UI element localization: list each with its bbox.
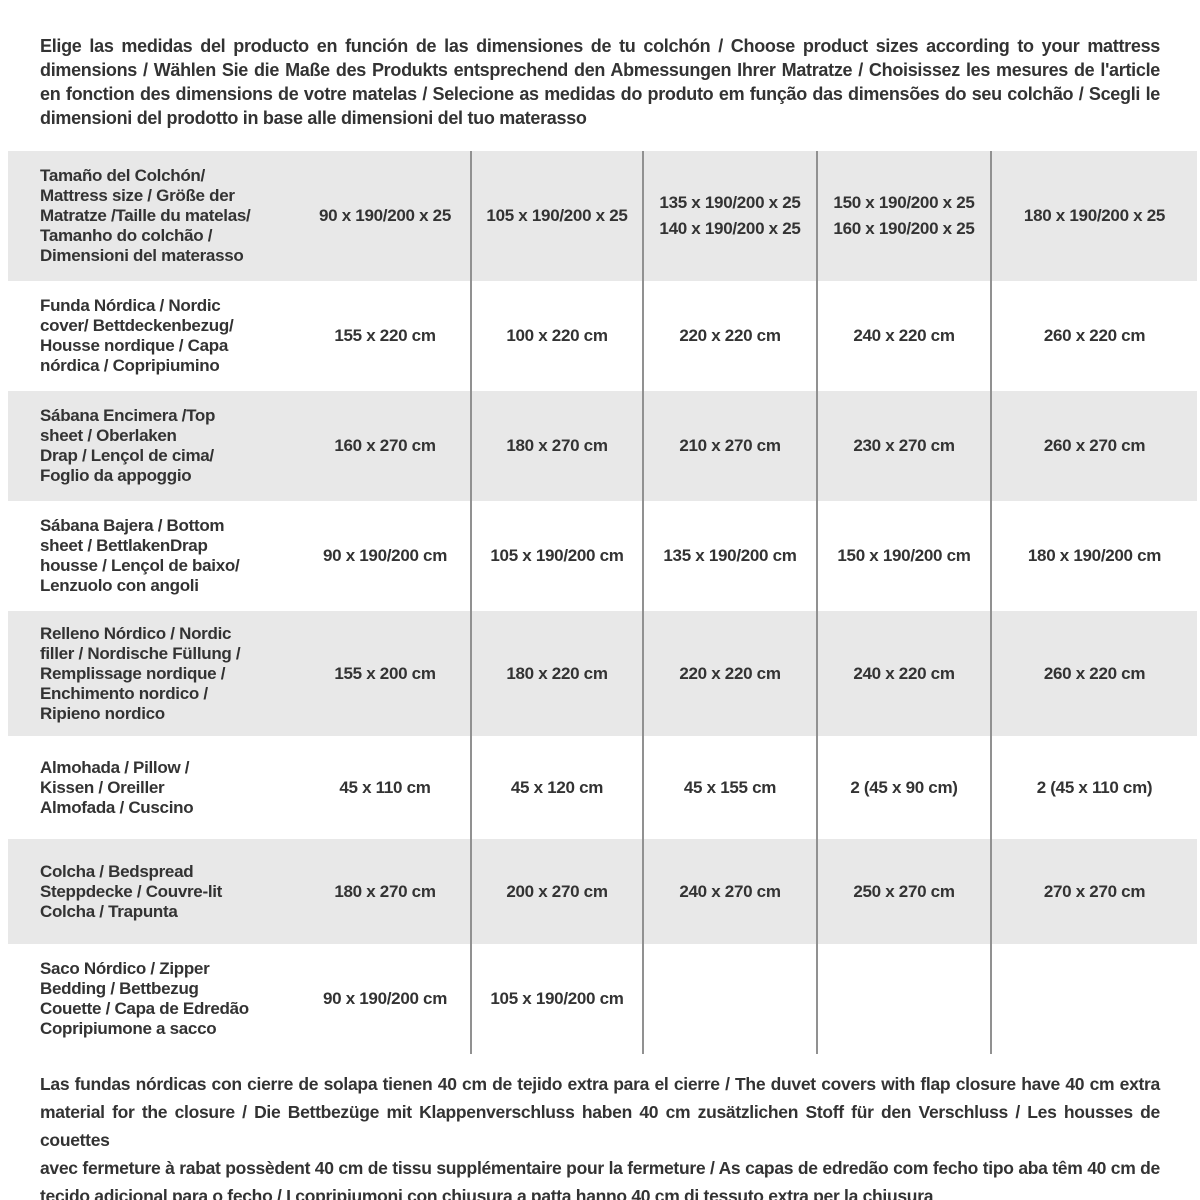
intro-paragraph: Elige las medidas del producto en funció… [0,34,1200,130]
table-row-bottom-sheet: Sábana Bajera / Bottom sheet / Bettlaken… [8,501,1197,611]
size-table: Tamaño del Colchón/ Mattress size / Größ… [8,151,1197,1054]
row-label-bedspread: Colcha / Bedspread Steppdecke / Couvre-l… [40,861,223,921]
size-cell: 135 x 190/200 cm [642,501,816,611]
size-cell [642,944,816,1054]
size-cell: 240 x 220 cm [816,611,990,736]
row-label-nordic-cover: Funda Nórdica / Nordic cover/ Bettdecken… [40,296,234,375]
size-cell: 240 x 220 cm [816,281,990,391]
size-cell: 155 x 220 cm [334,326,436,345]
size-cell: 250 x 270 cm [816,839,990,944]
size-cell: 210 x 270 cm [642,391,816,501]
intro-line: Elige las medidas del producto en funció… [40,36,1160,56]
row-label-top-sheet: Sábana Encimera /Top sheet / Oberlaken D… [40,406,216,485]
footer-line: material for the closure / Die Bettbezüg… [40,1102,1160,1150]
size-cell: 90 x 190/200 cm [322,989,448,1008]
table-row-zipper-bedding: Saco Nórdico / Zipper Bedding / Bettbezu… [8,944,1197,1054]
size-cell [990,944,1197,1054]
size-cell [816,944,990,1054]
header-size-cell: 150 x 190/200 x 25 160 x 190/200 x 25 [816,151,990,281]
intro-line: dimensions / Wählen Sie die Maße des Pro… [40,60,1160,80]
header-size-cell: 135 x 190/200 x 25 140 x 190/200 x 25 [642,151,816,281]
size-cell: 220 x 220 cm [642,611,816,736]
header-size-cell: 90 x 190/200 x 25 [319,206,451,225]
row-label-pillow: Almohada / Pillow / Kissen / Oreiller Al… [40,757,194,817]
header-size-cell: 105 x 190/200 x 25 [470,151,642,281]
intro-line: dimensioni del prodotto in base alle dim… [40,108,587,128]
footer-line: avec fermeture à rabat possèdent 40 cm d… [40,1158,1160,1178]
table-header-row: Tamaño del Colchón/ Mattress size / Größ… [8,151,1197,281]
size-cell: 100 x 220 cm [470,281,642,391]
table-row-pillow: Almohada / Pillow / Kissen / Oreiller Al… [8,736,1197,839]
row-label-bottom-sheet: Sábana Bajera / Bottom sheet / Bettlaken… [40,516,240,595]
footer-note: Las fundas nórdicas con cierre de solapa… [0,1070,1200,1200]
size-cell: 180 x 270 cm [334,881,436,901]
size-cell: 180 x 270 cm [470,391,642,501]
size-cell: 150 x 190/200 cm [816,501,990,611]
size-cell: 90 x 190/200 cm [322,546,448,565]
table-row-top-sheet: Sábana Encimera /Top sheet / Oberlaken D… [8,391,1197,501]
size-cell: 260 x 220 cm [990,281,1197,391]
size-cell: 270 x 270 cm [990,839,1197,944]
row-label-mattress-size: Tamaño del Colchón/ Mattress size / Größ… [40,166,251,265]
footer-line: Las fundas nórdicas con cierre de solapa… [40,1074,1160,1094]
row-label-zipper-bedding: Saco Nórdico / Zipper Bedding / Bettbezu… [40,959,249,1038]
header-size-cell: 180 x 190/200 x 25 [990,151,1197,281]
size-cell: 200 x 270 cm [470,839,642,944]
size-cell: 260 x 220 cm [990,611,1197,736]
size-cell: 230 x 270 cm [816,391,990,501]
table-row-nordic-filler: Relleno Nórdico / Nordic filler / Nordis… [8,611,1197,736]
size-cell: 2 (45 x 110 cm) [990,736,1197,839]
size-cell: 45 x 155 cm [642,736,816,839]
size-cell: 45 x 110 cm [339,777,431,797]
table-row-nordic-cover: Funda Nórdica / Nordic cover/ Bettdecken… [8,281,1197,391]
table-row-bedspread: Colcha / Bedspread Steppdecke / Couvre-l… [8,839,1197,944]
size-cell: 105 x 190/200 cm [470,501,642,611]
size-cell: 180 x 190/200 cm [990,501,1197,611]
row-label-nordic-filler: Relleno Nórdico / Nordic filler / Nordis… [40,623,241,723]
size-cell: 105 x 190/200 cm [470,944,642,1054]
size-cell: 220 x 220 cm [642,281,816,391]
size-cell: 240 x 270 cm [642,839,816,944]
size-cell: 2 (45 x 90 cm) [816,736,990,839]
size-cell: 180 x 220 cm [470,611,642,736]
intro-line: en fonction des dimensions de votre mate… [40,84,1160,104]
size-cell: 45 x 120 cm [470,736,642,839]
size-cell: 260 x 270 cm [990,391,1197,501]
size-cell: 155 x 200 cm [334,663,436,683]
size-cell: 160 x 270 cm [334,436,436,455]
footer-line: tecido adicional para o fecho / I coprip… [40,1186,934,1200]
